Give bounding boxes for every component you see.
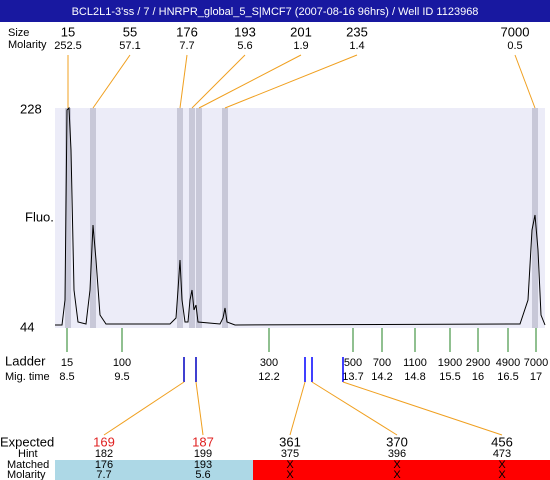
hint-size: 396: [388, 448, 406, 460]
peak-molarity: 5.6: [237, 40, 252, 52]
peak-size-header: Size: [8, 27, 29, 39]
ladder-time: 8.5: [59, 371, 74, 383]
expected-size: 370: [386, 434, 408, 449]
matched-fail-bg: [253, 460, 550, 480]
hint-header: Hint: [18, 448, 38, 460]
peak-band: [189, 108, 195, 328]
peak-band: [222, 108, 228, 328]
peak-molarity: 7.7: [179, 40, 194, 52]
peak-connector: [514, 54, 536, 109]
ladder-size: 1100: [403, 357, 427, 369]
trace: [55, 106, 546, 326]
expected-size: 187: [192, 434, 214, 449]
expected-header: Expected: [0, 434, 54, 449]
peak-molarity: 1.9: [293, 40, 308, 52]
matched-size: X: [393, 459, 401, 471]
ladder-time: 13.7: [342, 371, 363, 383]
matched-size: 176: [95, 459, 113, 471]
title: BCL2L1-3'ss / 7 / HNRPR_global_5_S|MCF7 …: [72, 6, 479, 18]
ladder-size: 15: [61, 357, 73, 369]
matched-size: 193: [194, 459, 212, 471]
matched-molarity: 5.6: [195, 469, 210, 480]
ladder-time: 9.5: [114, 371, 129, 383]
peak-connector: [198, 54, 302, 109]
peak-size: 193: [234, 24, 256, 39]
ladder-time: 16: [472, 371, 484, 383]
peak-band: [90, 108, 96, 328]
peak-molarity: 252.5: [54, 40, 82, 52]
expected-connector: [289, 381, 306, 436]
peak-band: [65, 108, 71, 328]
molarity-header: Molarity: [7, 469, 46, 480]
y-max-label: 228: [20, 101, 42, 116]
ladder-time: 17: [530, 371, 542, 383]
hint-size: 375: [281, 448, 299, 460]
ladder-size: 300: [260, 357, 278, 369]
plot-area: [55, 108, 545, 328]
ladder-size: 700: [373, 357, 391, 369]
matched-molarity: 7.7: [96, 469, 111, 480]
expected-connector: [103, 381, 185, 436]
ladder-size: 4900: [496, 357, 520, 369]
peak-size: 235: [346, 24, 368, 39]
peak-connector: [92, 54, 131, 109]
ladder-header: Ladder: [5, 353, 46, 368]
title-bar: [0, 0, 550, 22]
expected-connector: [195, 381, 204, 436]
expected-size: 456: [491, 434, 513, 449]
peak-size: 7000: [501, 24, 530, 39]
peak-connector: [191, 54, 246, 109]
ladder-size: 7000: [524, 357, 548, 369]
ladder-size: 100: [113, 357, 131, 369]
ladder-time: 14.2: [371, 371, 392, 383]
peak-molarity-header: Molarity: [8, 39, 47, 51]
peak-band: [177, 108, 183, 328]
ladder-size: 2900: [466, 357, 490, 369]
ladder-time: 12.2: [258, 371, 279, 383]
expected-connector: [342, 381, 503, 436]
y-min-label: 44: [20, 319, 34, 334]
ladder-time: 15.5: [439, 371, 460, 383]
matched-molarity: X: [393, 469, 401, 480]
expected-size: 361: [279, 434, 301, 449]
matched-molarity: X: [286, 469, 294, 480]
peak-size: 201: [290, 24, 312, 39]
matched-ok-bg: [55, 460, 253, 480]
peak-molarity: 1.4: [349, 40, 364, 52]
peak-size: 55: [123, 24, 137, 39]
ladder-time: 16.5: [497, 371, 518, 383]
matched-size: X: [498, 459, 506, 471]
matched-size: X: [286, 459, 294, 471]
peak-connector: [179, 54, 188, 109]
hint-size: 199: [194, 448, 212, 460]
matched-header: Matched: [7, 459, 49, 471]
expected-connector: [311, 381, 398, 436]
hint-size: 473: [493, 448, 511, 460]
ladder-size: 500: [344, 357, 362, 369]
peak-molarity: 57.1: [119, 40, 140, 52]
ladder-size: 1900: [438, 357, 462, 369]
expected-size: 169: [93, 434, 115, 449]
peak-molarity: 0.5: [507, 40, 522, 52]
hint-size: 182: [95, 448, 113, 460]
ladder-time: 14.8: [404, 371, 425, 383]
peak-connector: [224, 54, 358, 109]
matched-molarity: X: [498, 469, 506, 480]
peak-size: 176: [176, 24, 198, 39]
y-axis-label: Fluo.: [25, 209, 54, 224]
peak-band: [196, 108, 202, 328]
migtime-header: Mig. time: [5, 371, 50, 383]
peak-size: 15: [61, 24, 75, 39]
